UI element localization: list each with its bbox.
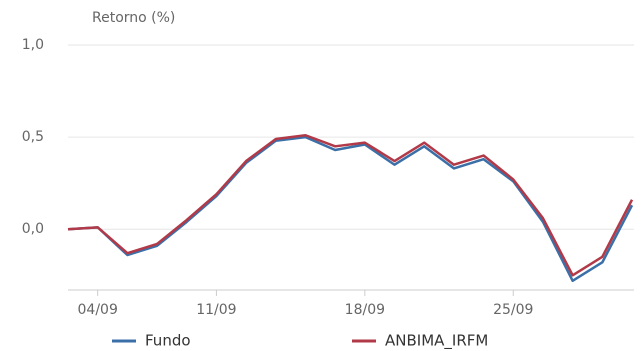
y-tick-label: 0,5 [22, 129, 44, 145]
y-tick-label: 1,0 [22, 37, 44, 53]
y-axis-title: Retorno (%) [92, 10, 175, 26]
series-line [67, 134, 634, 277]
x-tick-label: 04/09 [78, 302, 118, 318]
x-tick-label: 11/09 [196, 302, 236, 318]
legend-text: Fundo [145, 332, 191, 350]
x-tick-label: 25/09 [493, 302, 533, 318]
legend-text: ANBIMA_IRFM [385, 332, 488, 351]
series-line [67, 135, 634, 283]
x-tick-label: 18/09 [345, 302, 385, 318]
y-tick-label: 0,0 [22, 221, 44, 237]
